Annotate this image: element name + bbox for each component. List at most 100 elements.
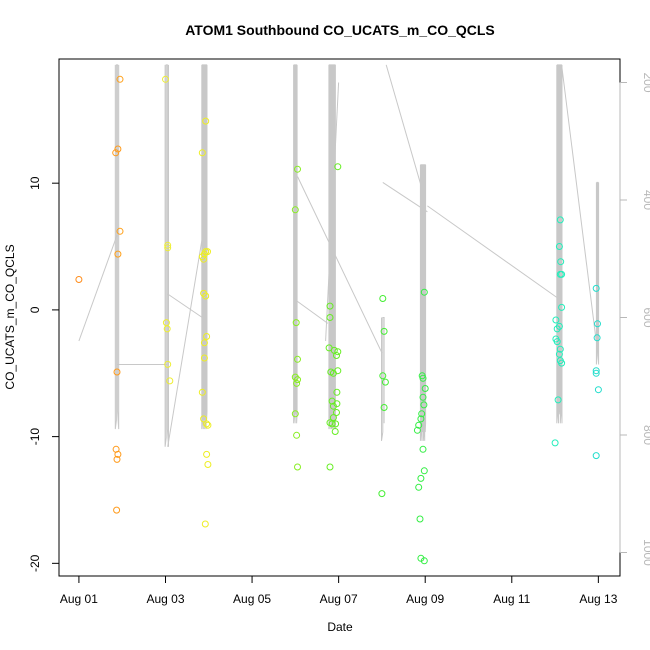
data-point [555, 322, 563, 330]
profile-connector [561, 64, 597, 342]
data-point [379, 372, 387, 380]
profile-line-layer [78, 64, 600, 447]
data-point [294, 463, 301, 471]
x-tick-label: Aug 11 [493, 592, 530, 606]
chart-title: ATOM1 Southbound CO_UCATS_m_CO_QCLS [185, 22, 495, 38]
right-tick-label: 600 [641, 307, 650, 327]
data-point [116, 227, 124, 235]
profile-sweep [164, 64, 169, 447]
data-point [419, 445, 427, 453]
data-point [333, 388, 341, 396]
data-point [556, 216, 564, 224]
data-point [332, 420, 340, 428]
data-point [380, 404, 388, 411]
data-point [293, 431, 301, 439]
x-axis: Aug 01 Aug 03 Aug 05 Aug 07 Aug 09 Aug 11 Aug … [60, 575, 618, 606]
data-point [203, 333, 211, 340]
data-point [380, 327, 388, 335]
data-point [592, 367, 600, 375]
data-point [420, 401, 428, 409]
y-tick-label: 10 [28, 176, 42, 190]
data-point [113, 506, 121, 514]
data-point [164, 241, 172, 249]
data-point [554, 396, 562, 404]
data-point [294, 376, 301, 384]
profile-connector [167, 211, 208, 447]
data-point [202, 117, 210, 125]
profile-connector [295, 299, 329, 324]
data-point [114, 145, 122, 153]
data-point [418, 410, 426, 418]
data-point [551, 439, 559, 447]
profile-connector [385, 64, 426, 201]
data-point [204, 461, 212, 468]
data-point [333, 352, 340, 359]
profile-sweep [201, 64, 208, 430]
profile-sweep [556, 64, 563, 424]
right-tick-label: 200 [641, 72, 650, 92]
y-axis-label: CO_UCATS_m_CO_QCLS [3, 244, 17, 389]
data-points-layer [75, 75, 602, 565]
data-point [381, 378, 389, 386]
data-point [200, 354, 208, 362]
data-point [557, 258, 565, 266]
data-point [113, 455, 121, 463]
profile-connector [427, 205, 561, 301]
x-tick-label: Aug 05 [233, 592, 271, 606]
data-point [558, 303, 566, 311]
data-point [416, 515, 424, 523]
y-tick-label: -20 [28, 554, 42, 572]
data-point [291, 206, 299, 214]
data-point [203, 450, 211, 458]
data-point [558, 359, 566, 367]
data-point [553, 338, 561, 346]
data-point [419, 374, 427, 382]
data-point [419, 393, 427, 401]
data-point [415, 421, 423, 429]
data-point [114, 250, 122, 258]
data-point [203, 420, 211, 428]
data-point [592, 284, 600, 292]
data-point [556, 270, 564, 278]
x-tick-label: Aug 03 [146, 592, 184, 606]
data-point [328, 420, 336, 428]
data-point [594, 320, 601, 328]
x-tick-label: Aug 07 [320, 592, 358, 606]
x-tick-label: Aug 01 [60, 592, 98, 606]
data-point [116, 75, 124, 83]
data-point [421, 385, 429, 392]
right-tick-label: 800 [641, 425, 650, 445]
x-axis-label: Date [327, 620, 353, 634]
data-point [200, 255, 208, 263]
data-point [294, 165, 301, 173]
data-point [204, 421, 212, 429]
data-point [378, 490, 386, 498]
data-point [198, 388, 206, 396]
data-point [294, 355, 301, 363]
data-point [293, 379, 301, 387]
data-point [326, 463, 334, 471]
data-point [112, 149, 120, 157]
data-point [334, 367, 342, 375]
profile-sweep [595, 181, 600, 365]
right-axis: 200 400 600 800 1000 [619, 72, 650, 566]
data-point [329, 414, 337, 422]
profile-connector [78, 235, 118, 342]
data-point [326, 314, 334, 321]
data-point [420, 467, 428, 475]
data-point [556, 345, 564, 353]
profile-sweep [381, 317, 385, 441]
data-point [163, 325, 171, 333]
y-axis: -20 -10 0 10 [28, 176, 60, 572]
data-point [200, 415, 208, 423]
y-tick-label: -10 [28, 428, 42, 446]
data-point [420, 557, 428, 565]
data-point [555, 350, 563, 358]
data-point [415, 483, 423, 491]
data-point [162, 75, 169, 83]
data-point [334, 348, 342, 356]
right-tick-label: 400 [641, 190, 650, 210]
data-point [204, 248, 211, 256]
plot-frame [58, 58, 621, 577]
